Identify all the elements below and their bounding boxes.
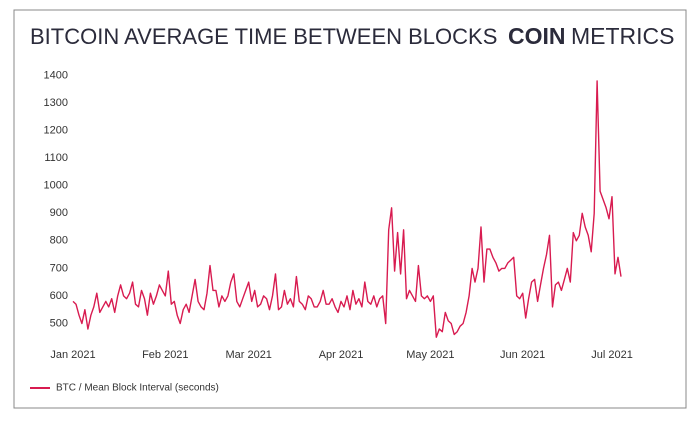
x-tick-label: May 2021: [406, 349, 454, 361]
x-tick-label: Jul 2021: [591, 349, 633, 361]
chart-title: BITCOIN AVERAGE TIME BETWEEN BLOCKS: [30, 24, 497, 49]
x-tick-label: Apr 2021: [319, 349, 364, 361]
y-tick-label: 600: [50, 290, 68, 302]
y-tick-label: 1300: [44, 97, 68, 109]
y-tick-label: 1100: [44, 152, 68, 164]
x-tick-label: Feb 2021: [142, 349, 188, 361]
x-tick-label: Jun 2021: [500, 349, 545, 361]
y-tick-label: 1000: [44, 180, 68, 192]
y-tick-label: 700: [50, 262, 68, 274]
y-tick-label: 1200: [44, 125, 68, 137]
y-tick-label: 500: [50, 317, 68, 329]
legend-label: BTC / Mean Block Interval (seconds): [56, 383, 219, 394]
y-tick-label: 800: [50, 235, 68, 247]
x-tick-label: Jan 2021: [50, 349, 95, 361]
data-line: [72, 80, 622, 338]
y-tick-label: 900: [50, 207, 68, 219]
chart-frame: [13, 9, 687, 409]
logo-bold: COIN: [508, 23, 566, 49]
x-tick-label: Mar 2021: [225, 349, 271, 361]
logo-light: METRICS: [571, 23, 675, 49]
y-tick-label: 1400: [44, 69, 68, 81]
